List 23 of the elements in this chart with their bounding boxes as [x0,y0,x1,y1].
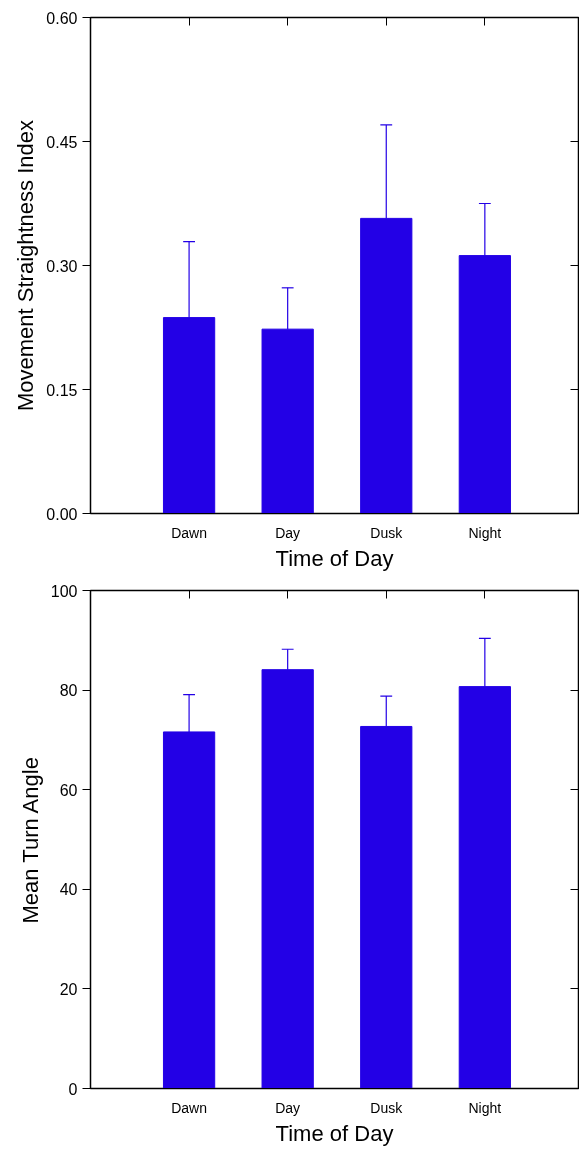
y-axis-title: Mean Turn Angle [17,757,43,924]
y-tick-label: 0.60 [46,9,78,27]
x-tick-label: Dawn [171,1099,207,1116]
x-axis-title: Time of Day [275,545,394,571]
y-tick-label: 80 [59,682,78,700]
x-tick-label: Dusk [370,524,404,541]
y-tick-label: 0 [68,1080,78,1098]
y-tick-label: 100 [50,582,78,600]
x-tick-label: Night [468,1099,502,1116]
x-tick-label: Dusk [370,1099,404,1116]
y-tick-label: 0.30 [46,257,78,275]
x-axis-title: Time of Day [275,1120,394,1146]
y-tick-label: 0.45 [46,133,78,151]
y-tick-label: 0.15 [46,381,78,399]
x-tick-label: Day [275,524,301,541]
y-tick-label: 0.00 [46,505,78,523]
x-tick-label: Night [468,524,502,541]
x-tick-label: Dawn [171,524,207,541]
x-tick-label: Day [275,1099,301,1116]
y-tick-label: 40 [59,881,78,899]
y-tick-label: 20 [59,980,78,998]
y-axis-title: Movement Straightness Index [13,119,39,412]
y-tick-label: 60 [59,781,78,799]
